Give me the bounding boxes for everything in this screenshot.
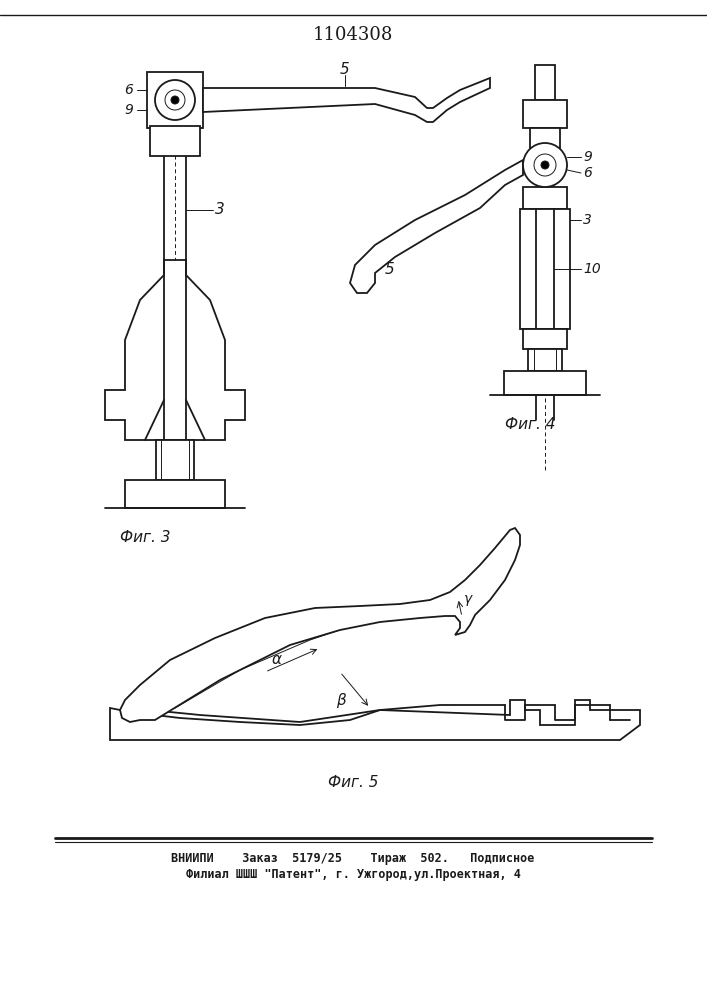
Text: 1104308: 1104308: [312, 26, 393, 44]
Bar: [535, 65, 555, 100]
Bar: [528, 349, 562, 371]
Bar: [520, 209, 570, 329]
Bar: [523, 329, 567, 349]
Text: Фиг. 5: Фиг. 5: [328, 775, 378, 790]
Text: 3: 3: [583, 213, 592, 227]
Text: $\beta$: $\beta$: [337, 690, 348, 710]
Polygon shape: [105, 260, 245, 440]
Polygon shape: [110, 700, 640, 740]
Polygon shape: [120, 528, 520, 722]
Text: 5: 5: [340, 62, 350, 78]
Text: 9: 9: [124, 103, 134, 117]
Text: Фиг. 4: Фиг. 4: [505, 417, 555, 432]
Text: 6: 6: [124, 83, 134, 97]
Text: 9: 9: [583, 150, 592, 164]
Text: 5: 5: [385, 262, 395, 277]
Polygon shape: [203, 78, 490, 122]
Circle shape: [523, 143, 567, 187]
Bar: [156, 440, 194, 480]
Bar: [504, 371, 586, 395]
Circle shape: [171, 96, 179, 104]
Text: $\gamma$: $\gamma$: [462, 592, 474, 607]
Text: Филиал ШШШ "Патент", г. Ужгород,ул.Проектная, 4: Филиал ШШШ "Патент", г. Ужгород,ул.Проек…: [185, 868, 520, 881]
Circle shape: [541, 161, 549, 169]
Text: 6: 6: [583, 166, 592, 180]
Bar: [125, 480, 225, 508]
Text: ВНИИПИ    Заказ  5179/25    Тираж  502.   Подписное: ВНИИПИ Заказ 5179/25 Тираж 502. Подписно…: [171, 852, 534, 865]
Bar: [147, 72, 203, 128]
Circle shape: [155, 80, 195, 120]
Text: $\alpha$: $\alpha$: [271, 652, 283, 668]
Bar: [150, 126, 200, 156]
Bar: [523, 187, 567, 209]
Text: 3: 3: [215, 202, 225, 218]
Polygon shape: [350, 160, 523, 293]
Text: 10: 10: [583, 262, 601, 276]
Bar: [530, 128, 560, 148]
Text: Фиг. 3: Фиг. 3: [119, 530, 170, 545]
Bar: [523, 100, 567, 128]
